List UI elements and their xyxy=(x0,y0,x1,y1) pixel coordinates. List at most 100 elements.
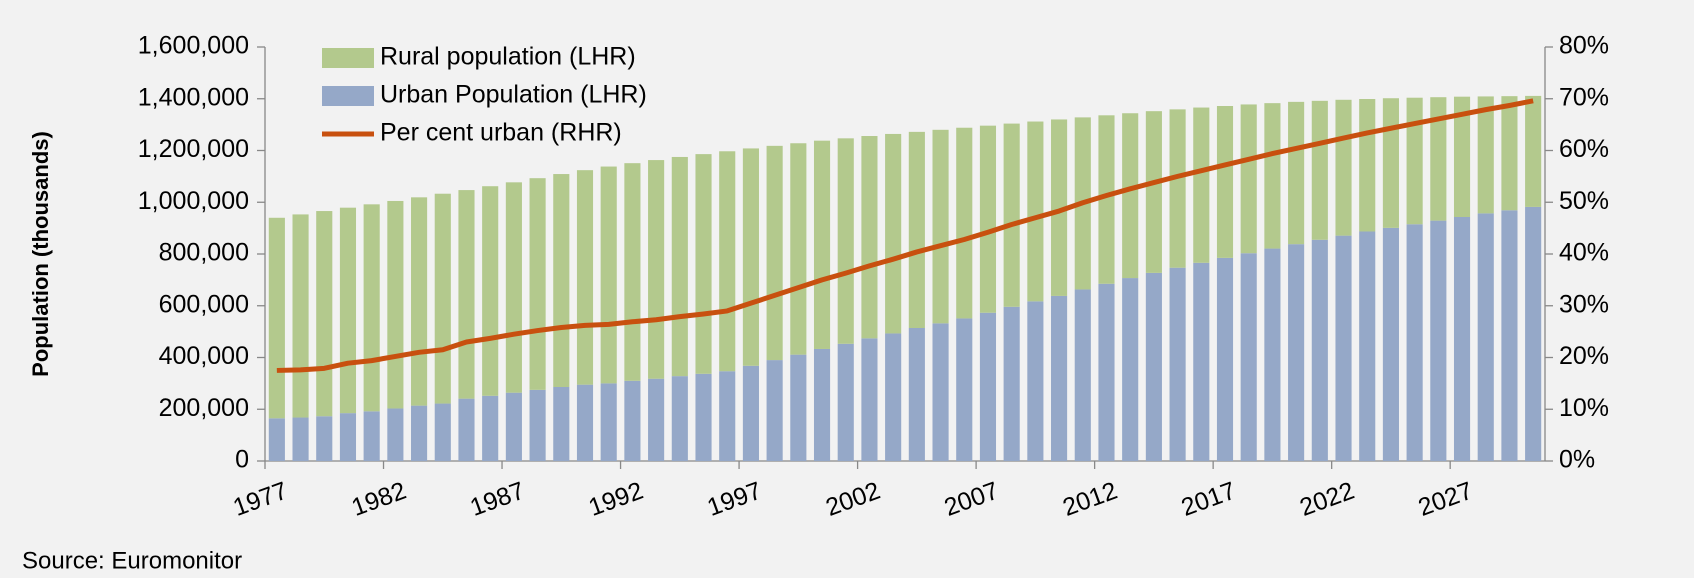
bar xyxy=(1264,248,1281,461)
bar xyxy=(1430,97,1447,221)
y2-tick-label: 70% xyxy=(1559,83,1609,111)
bar xyxy=(837,138,854,344)
bar xyxy=(576,170,594,385)
bar xyxy=(719,371,736,461)
bar xyxy=(790,354,807,461)
bar xyxy=(979,312,997,461)
bar xyxy=(387,200,404,409)
y-tick-label: 1,200,000 xyxy=(138,135,249,163)
legend-label: Urban Population (LHR) xyxy=(380,81,647,109)
bar xyxy=(339,207,357,414)
bar xyxy=(648,160,665,379)
bar xyxy=(885,333,902,461)
bar xyxy=(624,380,641,461)
bar xyxy=(411,405,428,461)
bar xyxy=(1240,104,1257,254)
y2-tick-label: 60% xyxy=(1559,135,1609,163)
bar xyxy=(671,376,688,461)
bar xyxy=(837,343,854,461)
bar xyxy=(339,413,357,461)
legend-label: Rural population (LHR) xyxy=(380,43,636,71)
bar xyxy=(908,328,925,461)
bar xyxy=(553,174,570,387)
y-tick-label: 600,000 xyxy=(159,290,249,318)
legend-label: Per cent urban (RHR) xyxy=(380,119,622,147)
bar xyxy=(719,151,736,372)
bar xyxy=(1382,227,1399,461)
y2-tick-label: 80% xyxy=(1559,32,1609,60)
bar xyxy=(1406,224,1423,461)
bar xyxy=(1051,295,1068,461)
y2-tick-label: 20% xyxy=(1559,342,1609,370)
y2-tick-label: 0% xyxy=(1559,446,1595,474)
bar xyxy=(1027,301,1044,461)
bar xyxy=(813,348,831,461)
bar xyxy=(695,154,712,374)
bar xyxy=(600,166,617,384)
bar xyxy=(932,323,949,461)
bar xyxy=(292,417,309,461)
bar xyxy=(1145,111,1162,273)
bar xyxy=(292,214,309,418)
bar xyxy=(1382,98,1399,228)
bar xyxy=(1335,235,1352,461)
bar xyxy=(1122,278,1139,461)
bar xyxy=(1311,100,1328,240)
bar xyxy=(766,145,783,361)
bar xyxy=(482,395,499,461)
bar xyxy=(1335,99,1352,236)
y-tick-label: 1,000,000 xyxy=(138,187,249,215)
legend-swatch xyxy=(322,86,374,106)
bar xyxy=(1477,213,1494,461)
bar xyxy=(766,360,783,461)
bar xyxy=(1430,220,1447,461)
bar xyxy=(742,365,759,461)
bar xyxy=(1288,101,1305,245)
bar xyxy=(316,211,333,417)
bar xyxy=(648,378,665,461)
y-tick-label: 800,000 xyxy=(159,239,249,267)
bar xyxy=(1264,103,1281,249)
bar xyxy=(1193,262,1210,461)
bar xyxy=(1145,272,1162,461)
bar xyxy=(1525,206,1542,461)
bar xyxy=(1240,253,1257,461)
bar xyxy=(553,386,570,461)
bar xyxy=(624,163,641,381)
bar xyxy=(434,193,451,404)
bar xyxy=(458,398,475,461)
bar xyxy=(529,389,546,461)
bar xyxy=(1122,113,1139,279)
bar xyxy=(1311,239,1328,461)
bar xyxy=(1169,109,1186,268)
bar xyxy=(1051,119,1068,296)
bar xyxy=(363,204,380,412)
y-tick-label: 1,600,000 xyxy=(138,32,249,60)
bar xyxy=(1216,257,1234,461)
bar xyxy=(363,411,380,461)
bar xyxy=(1003,306,1020,461)
line xyxy=(276,98,1534,373)
bar xyxy=(956,127,973,319)
bar xyxy=(1098,283,1115,461)
bar xyxy=(885,133,902,334)
y2-tick-label: 10% xyxy=(1559,394,1609,422)
bar xyxy=(1169,267,1186,461)
bar xyxy=(482,186,499,396)
bar xyxy=(861,136,878,339)
bar xyxy=(1003,123,1020,307)
bar xyxy=(316,416,333,461)
bar xyxy=(268,217,285,419)
bar xyxy=(1525,95,1542,207)
y-tick-label: 0 xyxy=(235,446,249,474)
bar xyxy=(1288,244,1305,461)
bar xyxy=(1193,107,1210,263)
bar xyxy=(813,140,831,349)
y2-tick-label: 50% xyxy=(1559,187,1609,215)
bar xyxy=(1501,210,1518,461)
bar xyxy=(790,143,807,355)
bar xyxy=(956,318,973,461)
bar xyxy=(576,384,594,461)
bar xyxy=(434,403,451,461)
